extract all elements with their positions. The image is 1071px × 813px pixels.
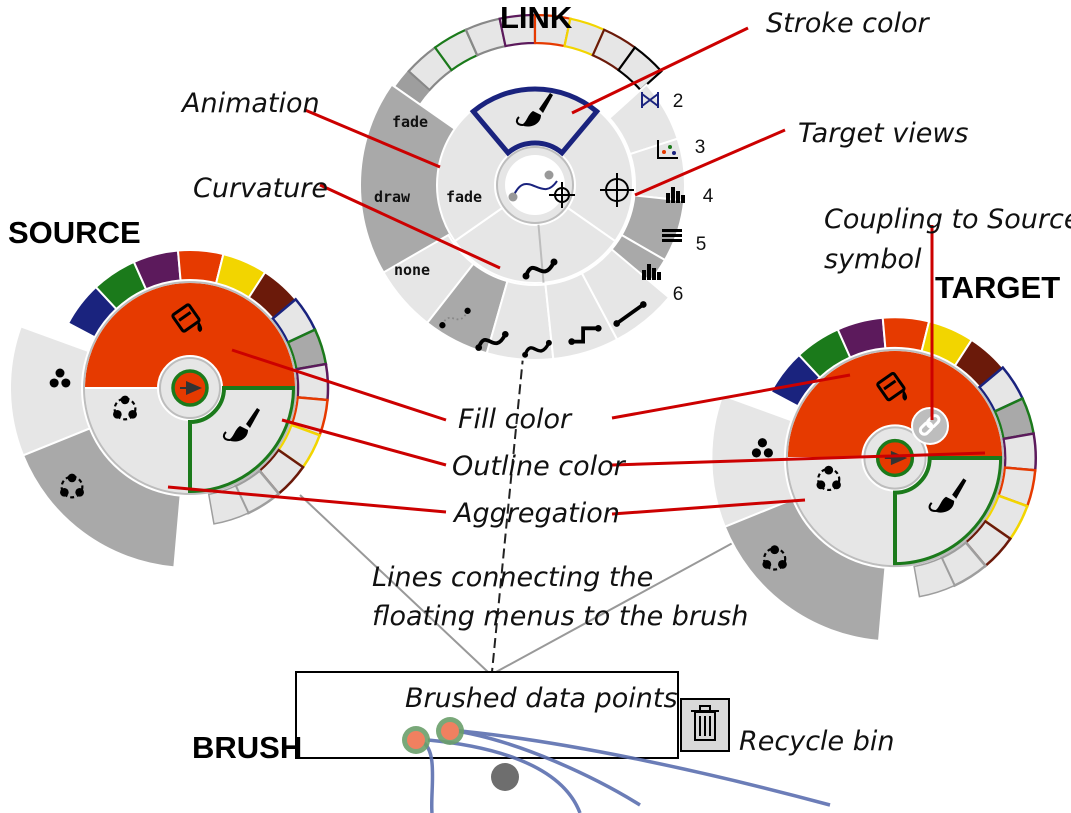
label-animation: Animation	[180, 88, 320, 119]
group-icon	[816, 465, 841, 492]
aggregation-option-group[interactable]	[723, 497, 887, 642]
outline-color-swatch[interactable]	[913, 556, 956, 598]
brush-icon	[222, 408, 260, 442]
target-view-number: 2	[673, 91, 684, 112]
label-target-views: Target views	[798, 118, 968, 149]
group-icon	[60, 473, 84, 499]
animation-selected-label: fade	[446, 188, 482, 206]
annotation-lines	[167, 26, 986, 516]
label-aggregation: Aggregation	[452, 498, 620, 529]
recycle-bin-button[interactable]	[680, 698, 730, 752]
three-dots-icon	[751, 438, 773, 458]
curve-icon	[522, 339, 552, 358]
bar-chart-icon	[666, 187, 685, 203]
trash-icon	[691, 705, 719, 741]
outline-color-highlight	[893, 456, 1004, 567]
target-view-number: 4	[703, 186, 714, 207]
aggregation-option-group[interactable]	[21, 427, 182, 569]
three-dots-icon	[49, 368, 71, 388]
table-icon	[662, 229, 682, 242]
group-icon	[762, 545, 787, 571]
source-title: SOURCE	[8, 215, 141, 250]
connector-lines	[299, 234, 763, 673]
paint-bucket-icon	[876, 371, 908, 402]
label-fill-color: Fill color	[458, 404, 573, 435]
brush-icon	[515, 93, 553, 127]
animation-section[interactable]	[436, 108, 511, 243]
curve-icon	[568, 324, 602, 345]
outline-color-swatch[interactable]	[1002, 432, 1037, 472]
target-view-number: 3	[695, 137, 706, 158]
source-menu	[9, 249, 330, 569]
curve-icon	[439, 307, 471, 329]
bar-chart-icon	[642, 264, 661, 280]
link-curve-icon	[512, 180, 558, 198]
parallel-coords-icon	[641, 92, 659, 108]
scatter-icon	[657, 140, 678, 159]
brush-icon	[928, 478, 967, 513]
data-point	[491, 763, 519, 791]
label-outline-color: Outline color	[452, 451, 627, 482]
animation-fade-label: fade	[392, 113, 428, 131]
curve-icon	[522, 258, 558, 280]
label-coupling-2: symbol	[824, 244, 922, 275]
target-title: TARGET	[935, 270, 1060, 305]
link-menu: fade draw none fade 2 3 4 5 6	[359, 13, 714, 361]
brushed-point[interactable]	[402, 726, 430, 754]
label-stroke-color: Stroke color	[766, 8, 931, 39]
link-title: LINK	[500, 0, 573, 35]
label-recycle-bin: Recycle bin	[739, 726, 895, 757]
link-chain-icon[interactable]	[911, 407, 949, 445]
brush-box[interactable]	[295, 671, 679, 759]
curve-icon	[613, 301, 647, 327]
brushed-point[interactable]	[436, 717, 464, 745]
crosshair-icon	[549, 182, 575, 208]
aggregation-option-points[interactable]	[9, 325, 92, 457]
color-swatch[interactable]	[392, 68, 433, 107]
label-curvature: Curvature	[193, 173, 328, 204]
label-lines-connecting-2: floating menus to the brush	[372, 601, 748, 632]
curvature-option[interactable]	[580, 247, 671, 341]
target-view-number: 5	[696, 234, 707, 255]
animation-draw-label: draw	[374, 188, 411, 206]
curvature-option[interactable]	[544, 271, 619, 361]
curvature-option[interactable]	[382, 233, 475, 325]
crosshair-icon	[600, 173, 634, 207]
animation-none-label: none	[394, 261, 430, 279]
label-lines-connecting: Lines connecting the	[372, 562, 653, 593]
paint-bucket-icon	[171, 303, 203, 333]
group-icon	[113, 395, 137, 421]
stroke-color-highlight	[469, 86, 601, 157]
label-brushed-points: Brushed data points	[405, 683, 678, 714]
target-views-section[interactable]	[559, 108, 634, 243]
curve-icon	[475, 330, 509, 351]
outline-color-swatch[interactable]	[294, 362, 330, 402]
target-view-number: 6	[673, 284, 684, 305]
target-menu	[710, 316, 1037, 642]
outline-color-swatch[interactable]	[207, 484, 250, 525]
label-coupling: Coupling to Source	[824, 204, 1071, 235]
brush-title: BRUSH	[192, 730, 302, 765]
